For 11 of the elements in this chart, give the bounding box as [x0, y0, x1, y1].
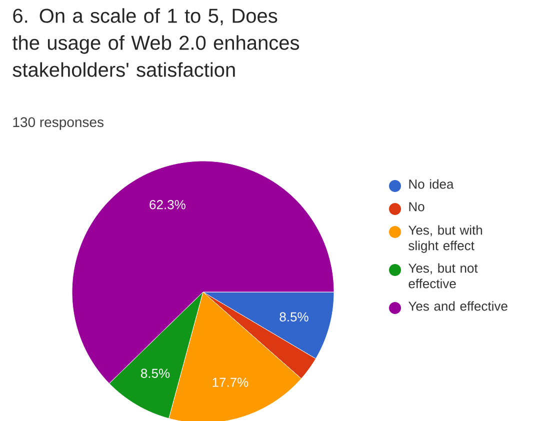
- data-label: 8.5%: [280, 312, 308, 322]
- chart-subtitle: 130 responses: [13, 117, 104, 130]
- legend-label: Yes, but with slight effect: [408, 225, 482, 253]
- legend-label: Yes and effective: [408, 301, 508, 311]
- chart-title: 6. On a scale of 1 to 5, Does the usage of Web 2.0 enhances stakeholders' satisfaction: [12, 8, 300, 77]
- data-label: 17.7%: [212, 378, 248, 387]
- legend-label: No idea: [409, 179, 454, 189]
- legend-label: Yes, but not effective: [408, 263, 478, 288]
- legend-label: No: [409, 202, 424, 212]
- data-label: 8.5%: [140, 368, 170, 378]
- data-label: 62.3%: [150, 200, 186, 210]
